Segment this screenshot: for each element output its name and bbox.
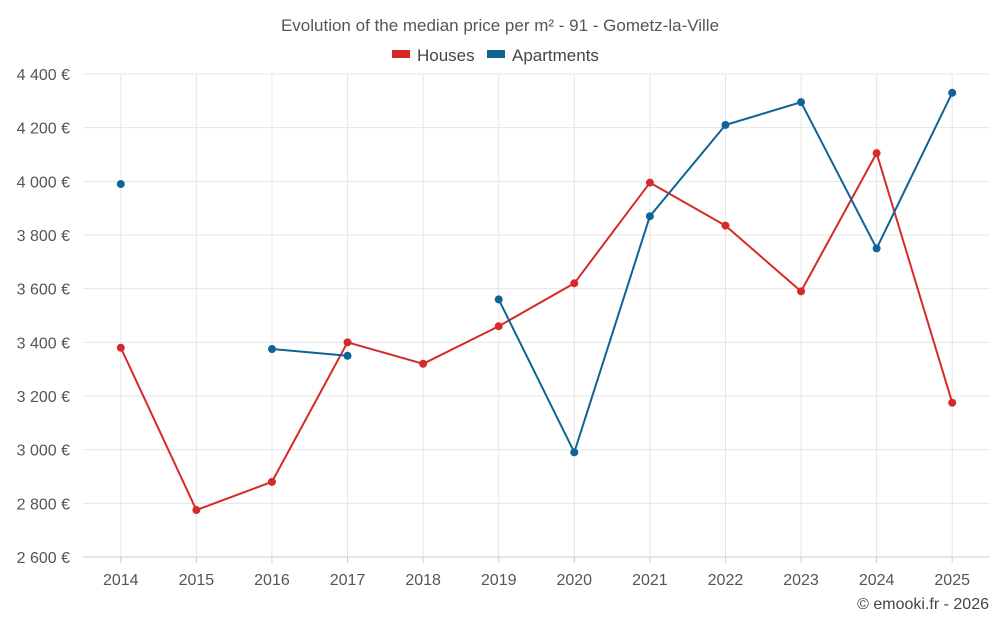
grid: [83, 73, 990, 558]
data-point-houses[interactable]: [419, 359, 428, 368]
y-tick-label: 3 600 €: [17, 282, 70, 299]
chart-title: Evolution of the median price per m² - 9…: [281, 16, 719, 35]
credit-text: © emooki.fr - 2026: [857, 596, 989, 613]
x-tick-label: 2019: [481, 572, 517, 589]
data-point-houses[interactable]: [948, 398, 957, 407]
data-point-apartments[interactable]: [721, 120, 730, 129]
legend-label-apartments[interactable]: Apartments: [512, 46, 599, 65]
data-point-houses[interactable]: [494, 322, 503, 331]
data-point-houses[interactable]: [267, 477, 276, 486]
legend-swatch-houses: [392, 50, 410, 58]
y-tick-label: 3 800 €: [17, 228, 70, 245]
data-point-apartments[interactable]: [948, 88, 957, 97]
data-point-houses[interactable]: [645, 178, 654, 187]
x-tick-label: 2022: [708, 572, 744, 589]
x-tick-label: 2017: [330, 572, 366, 589]
x-tick-label: 2024: [859, 572, 895, 589]
y-tick-label: 2 600 €: [17, 550, 70, 567]
series-apartments: [116, 88, 957, 457]
series-line-apartments: [271, 348, 348, 357]
series: [116, 88, 957, 515]
series-line-houses: [119, 152, 954, 512]
axes: 2 600 € 2 800 € 3 000 € 3 200 € 3 400 € 3 600…: [17, 67, 990, 589]
data-point-houses[interactable]: [116, 343, 125, 352]
x-tick-label: 2016: [254, 572, 290, 589]
data-point-apartments[interactable]: [797, 98, 806, 107]
y-tick-label: 3 400 €: [17, 335, 70, 352]
data-point-houses[interactable]: [570, 279, 579, 288]
data-point-apartments[interactable]: [116, 180, 125, 189]
y-tick-label: 4 200 €: [17, 121, 70, 138]
legend-label-houses[interactable]: Houses: [417, 46, 475, 65]
x-tick-label: 2015: [179, 572, 215, 589]
y-tick-label: 3 200 €: [17, 389, 70, 406]
data-point-apartments[interactable]: [570, 448, 579, 457]
data-point-apartments[interactable]: [872, 244, 881, 253]
data-point-houses[interactable]: [192, 506, 201, 515]
data-point-houses[interactable]: [343, 338, 352, 347]
x-tick-label: 2023: [783, 572, 819, 589]
x-tick-label: 2021: [632, 572, 668, 589]
data-point-apartments[interactable]: [267, 345, 276, 354]
y-tick-label: 2 800 €: [17, 496, 70, 513]
data-point-houses[interactable]: [872, 149, 881, 158]
data-point-apartments[interactable]: [494, 295, 503, 304]
x-tick-label: 2018: [405, 572, 441, 589]
y-tick-label: 4 400 €: [17, 67, 70, 84]
legend: Houses Apartments: [392, 46, 599, 65]
x-tick-label: 2025: [934, 572, 970, 589]
legend-swatch-apartments: [487, 50, 505, 58]
x-tick-label: 2014: [103, 572, 139, 589]
y-tick-label: 3 000 €: [17, 443, 70, 460]
x-tick-label: 2020: [556, 572, 592, 589]
data-point-apartments[interactable]: [343, 351, 352, 360]
y-tick-label: 4 000 €: [17, 174, 70, 191]
series-houses: [116, 149, 957, 515]
data-point-apartments[interactable]: [645, 212, 654, 221]
data-point-houses[interactable]: [797, 287, 806, 296]
data-point-houses[interactable]: [721, 221, 730, 230]
